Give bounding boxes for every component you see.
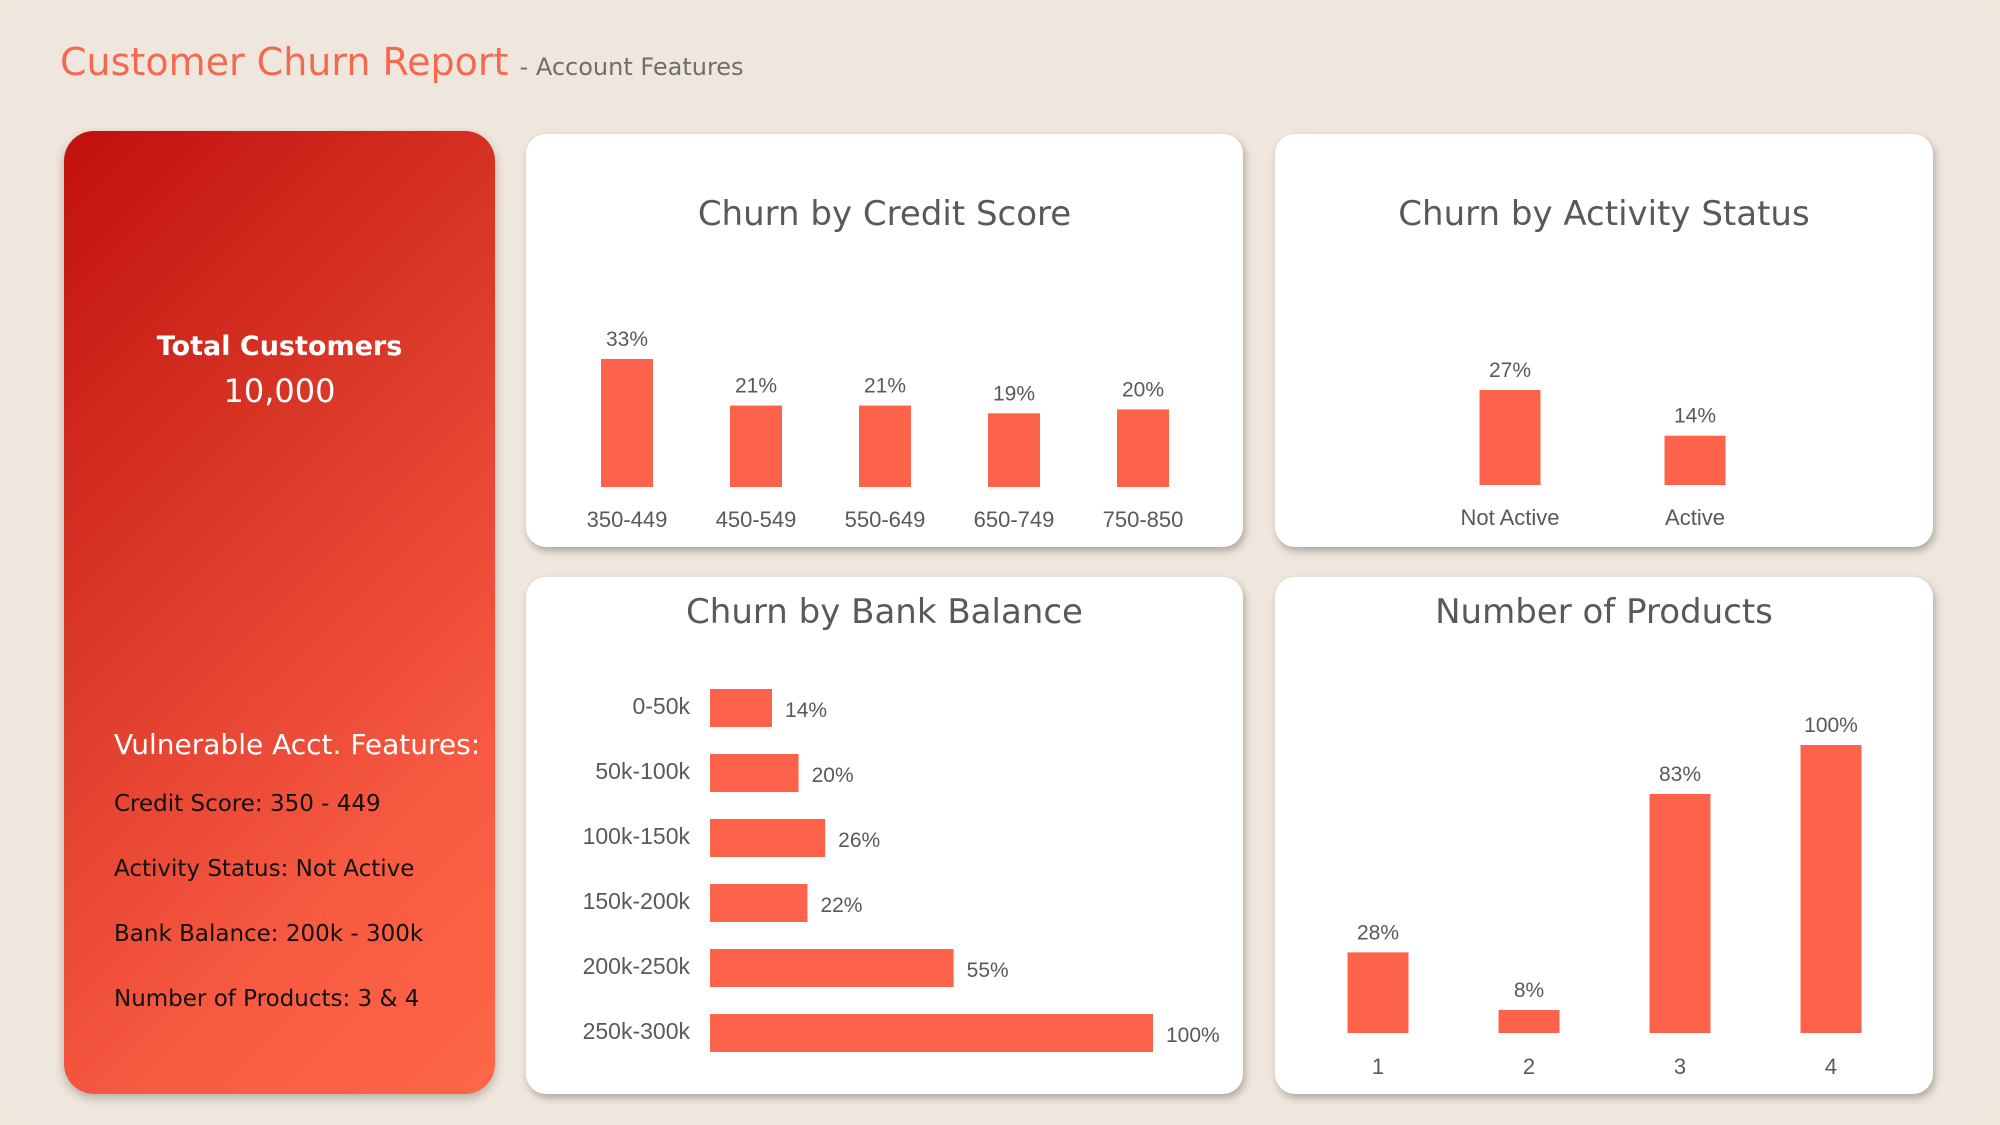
products-value-label: 83% xyxy=(1659,763,1701,786)
credit-score-category-label: 750-850 xyxy=(1103,507,1184,532)
summary-panel: Total Customers 10,000 Vulnerable Acct. … xyxy=(64,131,495,1094)
bank-balance-value-label: 55% xyxy=(967,959,1009,982)
credit-score-bar xyxy=(601,359,653,487)
total-customers-value: 10,000 xyxy=(223,372,336,410)
credit-score-category-label: 350-449 xyxy=(587,507,668,532)
activity-status-value-label: 14% xyxy=(1674,405,1716,428)
bank-balance-category-label: 100k-150k xyxy=(583,823,691,849)
page-title: Customer Churn Report xyxy=(60,40,509,84)
credit-score-bar xyxy=(859,405,911,487)
chart-bank-balance: 0-50k 14% 50k-100k 20% 100k-150k 26% 150k-200k… xyxy=(583,689,1220,1052)
bank-balance-value-label: 22% xyxy=(820,894,862,917)
credit-score-value-label: 19% xyxy=(993,382,1035,405)
chart-activity-status: 27% Not Active 14% Active xyxy=(1460,359,1726,530)
chart-title-credit-score: Churn by Credit Score xyxy=(697,194,1072,234)
credit-score-category-label: 450-549 xyxy=(716,507,797,532)
bank-balance-bar xyxy=(710,754,799,792)
chart-products: 28% 1 8% 2 83% 3 100% 4 xyxy=(1347,714,1862,1079)
credit-score-category-label: 550-649 xyxy=(845,507,926,532)
bank-balance-value-label: 100% xyxy=(1166,1024,1220,1047)
products-category-label: 2 xyxy=(1523,1054,1535,1079)
bank-balance-category-label: 200k-250k xyxy=(583,953,691,979)
credit-score-category-label: 650-749 xyxy=(974,507,1055,532)
total-customers-label: Total Customers xyxy=(156,331,403,362)
products-bar xyxy=(1498,1009,1560,1033)
chart-card-products: Number of Products 28% 1 8% 2 83% 3 100% 4 xyxy=(1275,577,1933,1094)
credit-score-value-label: 20% xyxy=(1122,378,1164,401)
activity-status-bar xyxy=(1479,390,1541,485)
bank-balance-category-label: 0-50k xyxy=(632,693,690,719)
vulnerable-feature-bank-balance: Bank Balance: 200k - 300k xyxy=(114,921,424,947)
page-subtitle: - Account Features xyxy=(519,53,744,81)
chart-card-activity-status: Churn by Activity Status 27% Not Active 14… xyxy=(1275,134,1933,547)
credit-score-value-label: 33% xyxy=(606,328,648,351)
credit-score-bar xyxy=(1117,409,1169,487)
report-header: Customer Churn Report - Account Features xyxy=(60,40,744,84)
products-bar xyxy=(1649,793,1711,1033)
chart-card-bank-balance: Churn by Bank Balance 0-50k 14% 50k-100k 20… xyxy=(526,577,1243,1094)
bank-balance-bar xyxy=(710,884,808,922)
bank-balance-value-label: 14% xyxy=(785,699,827,722)
bank-balance-category-label: 250k-300k xyxy=(583,1018,691,1044)
products-value-label: 28% xyxy=(1357,921,1399,944)
chart-title-activity-status: Churn by Activity Status xyxy=(1398,194,1810,234)
activity-status-value-label: 27% xyxy=(1489,359,1531,382)
credit-score-bar xyxy=(988,413,1040,487)
products-bar xyxy=(1347,952,1409,1033)
bank-balance-value-label: 20% xyxy=(812,764,854,787)
vulnerable-feature-credit-score: Credit Score: 350 - 449 xyxy=(114,791,381,817)
bank-balance-bar xyxy=(710,689,773,727)
bank-balance-bar xyxy=(710,819,826,857)
products-value-label: 100% xyxy=(1804,714,1858,737)
products-value-label: 8% xyxy=(1514,979,1544,1002)
bank-balance-bar xyxy=(710,949,954,987)
vulnerable-feature-activity-status: Activity Status: Not Active xyxy=(114,856,415,882)
credit-score-bar xyxy=(730,405,782,487)
credit-score-value-label: 21% xyxy=(864,375,906,398)
bank-balance-value-label: 26% xyxy=(838,829,880,852)
activity-status-category-label: Active xyxy=(1665,505,1725,530)
chart-title-products: Number of Products xyxy=(1435,592,1773,632)
credit-score-value-label: 21% xyxy=(735,375,777,398)
bank-balance-bar xyxy=(710,1014,1153,1052)
chart-title-bank-balance: Churn by Bank Balance xyxy=(686,592,1083,632)
products-category-label: 1 xyxy=(1372,1054,1384,1079)
vulnerable-features-heading: Vulnerable Acct. Features: xyxy=(114,728,481,761)
bank-balance-category-label: 150k-200k xyxy=(583,888,691,914)
products-category-label: 3 xyxy=(1674,1054,1686,1079)
products-bar xyxy=(1800,745,1862,1033)
activity-status-category-label: Not Active xyxy=(1460,505,1559,530)
chart-card-credit-score: Churn by Credit Score 33% 350-449 21% 450-5… xyxy=(526,134,1243,547)
vulnerable-feature-products: Number of Products: 3 & 4 xyxy=(114,986,420,1012)
activity-status-bar xyxy=(1664,435,1726,485)
products-category-label: 4 xyxy=(1825,1054,1837,1079)
bank-balance-category-label: 50k-100k xyxy=(595,758,690,784)
chart-credit-score: 33% 350-449 21% 450-549 21% 550-649 19% 650-749… xyxy=(587,328,1184,532)
